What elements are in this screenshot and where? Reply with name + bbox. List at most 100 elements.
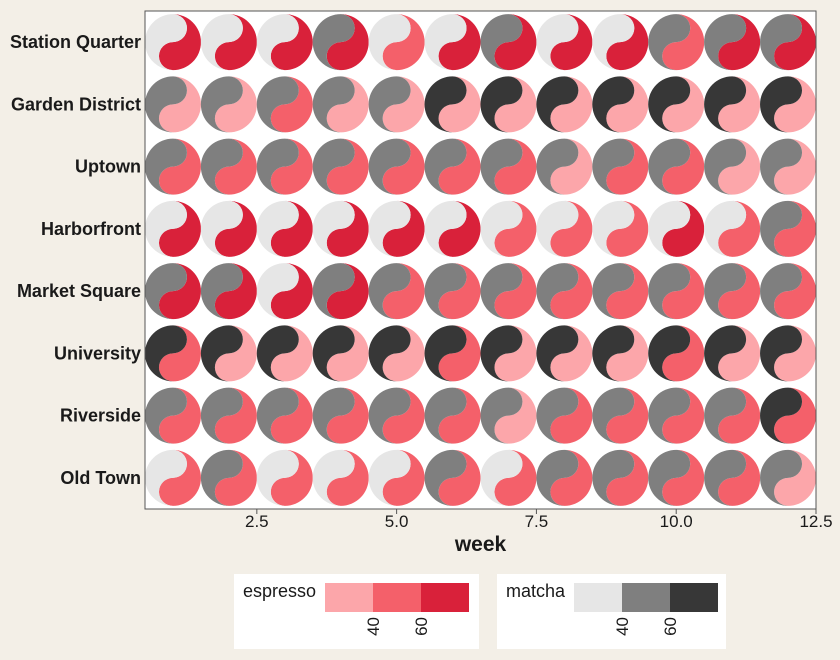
espresso-half xyxy=(606,76,649,133)
espresso-half xyxy=(494,76,537,133)
espresso-half xyxy=(774,200,817,257)
espresso-half xyxy=(718,14,761,71)
matcha-half xyxy=(704,76,747,133)
espresso-half xyxy=(606,387,649,444)
matcha-half xyxy=(144,138,187,195)
matcha-half xyxy=(368,387,411,444)
x-tick-label: 10.0 xyxy=(660,512,693,531)
yin-yang-glyph xyxy=(256,76,313,133)
espresso-half xyxy=(662,14,705,71)
legend-swatch xyxy=(574,583,622,612)
yin-yang-glyph xyxy=(144,263,201,320)
yin-yang-glyph xyxy=(144,449,201,506)
espresso-half xyxy=(438,325,481,382)
yin-yang-glyph xyxy=(648,138,705,195)
matcha-half xyxy=(368,200,411,257)
yin-yang-glyph xyxy=(536,263,593,320)
yin-yang-glyph xyxy=(256,387,313,444)
yin-yang-glyph xyxy=(368,263,425,320)
matcha-half xyxy=(760,138,803,195)
yin-yang-glyph xyxy=(144,14,201,71)
matcha-half xyxy=(704,449,747,506)
yin-yang-glyph xyxy=(704,200,761,257)
matcha-half xyxy=(536,387,579,444)
matcha-half xyxy=(200,76,243,133)
matcha-half xyxy=(144,449,187,506)
espresso-half xyxy=(550,449,593,506)
yin-yang-glyph xyxy=(592,387,649,444)
espresso-half xyxy=(326,325,369,382)
espresso-half xyxy=(158,200,201,257)
matcha-half xyxy=(256,449,299,506)
matcha-half xyxy=(312,138,355,195)
legends: espresso 40 60 matcha 40 60 xyxy=(234,574,726,649)
x-tick-label: 5.0 xyxy=(385,512,409,531)
yin-yang-glyph xyxy=(256,14,313,71)
yin-yang-glyph xyxy=(592,76,649,133)
yin-yang-glyph xyxy=(312,200,369,257)
yin-yang-glyph xyxy=(592,449,649,506)
matcha-half xyxy=(704,138,747,195)
matcha-half xyxy=(592,138,635,195)
yin-yang-glyph xyxy=(368,14,425,71)
matcha-half xyxy=(480,387,523,444)
yin-yang-glyph xyxy=(536,138,593,195)
yin-yang-glyph xyxy=(312,76,369,133)
matcha-half xyxy=(760,387,803,444)
y-tick-label-university: University xyxy=(54,343,141,363)
espresso-half xyxy=(214,14,257,71)
matcha-half xyxy=(704,387,747,444)
espresso-half xyxy=(270,200,313,257)
espresso-half xyxy=(550,387,593,444)
espresso-half xyxy=(270,14,313,71)
espresso-half xyxy=(270,76,313,133)
espresso-half xyxy=(214,387,257,444)
legend-espresso: espresso 40 60 xyxy=(234,574,479,649)
matcha-half xyxy=(312,449,355,506)
matcha-half xyxy=(760,325,803,382)
espresso-half xyxy=(270,263,313,320)
yin-yang-glyph xyxy=(536,325,593,382)
yin-yang-glyph xyxy=(312,325,369,382)
matcha-half xyxy=(536,449,579,506)
yin-yang-glyph xyxy=(480,76,537,133)
yin-yang-glyph xyxy=(144,325,201,382)
x-tick-label: 12.5 xyxy=(799,512,832,531)
espresso-half xyxy=(382,76,425,133)
yin-yang-glyph xyxy=(480,263,537,320)
espresso-half xyxy=(326,449,369,506)
matcha-half xyxy=(256,325,299,382)
yin-yang-glyph xyxy=(312,138,369,195)
espresso-half xyxy=(158,76,201,133)
matcha-half xyxy=(592,387,635,444)
matcha-half xyxy=(536,263,579,320)
legend-title: matcha xyxy=(506,581,566,601)
matcha-half xyxy=(760,449,803,506)
y-tick-labels: Station Quarter Garden District Uptown Harb… xyxy=(10,32,141,488)
matcha-half xyxy=(200,138,243,195)
yin-yang-glyph xyxy=(648,449,705,506)
yin-yang-glyph xyxy=(536,449,593,506)
matcha-half xyxy=(312,14,355,71)
matcha-half xyxy=(256,14,299,71)
espresso-half xyxy=(270,325,313,382)
espresso-half xyxy=(550,263,593,320)
matcha-half xyxy=(480,449,523,506)
matcha-half xyxy=(200,449,243,506)
espresso-half xyxy=(494,14,537,71)
legend-swatch xyxy=(373,583,421,612)
matcha-half xyxy=(200,387,243,444)
matcha-half xyxy=(312,387,355,444)
matcha-half xyxy=(256,387,299,444)
legend-swatch xyxy=(622,583,670,612)
yin-yang-glyph xyxy=(536,387,593,444)
yin-yang-glyph xyxy=(760,76,817,133)
matcha-half xyxy=(704,325,747,382)
espresso-half xyxy=(270,138,313,195)
yin-yang-glyph xyxy=(648,200,705,257)
legend-swatch xyxy=(670,583,718,612)
yin-yang-glyph xyxy=(592,325,649,382)
yin-yang-glyph xyxy=(704,14,761,71)
yin-yang-glyph xyxy=(200,14,257,71)
matcha-half xyxy=(424,200,467,257)
